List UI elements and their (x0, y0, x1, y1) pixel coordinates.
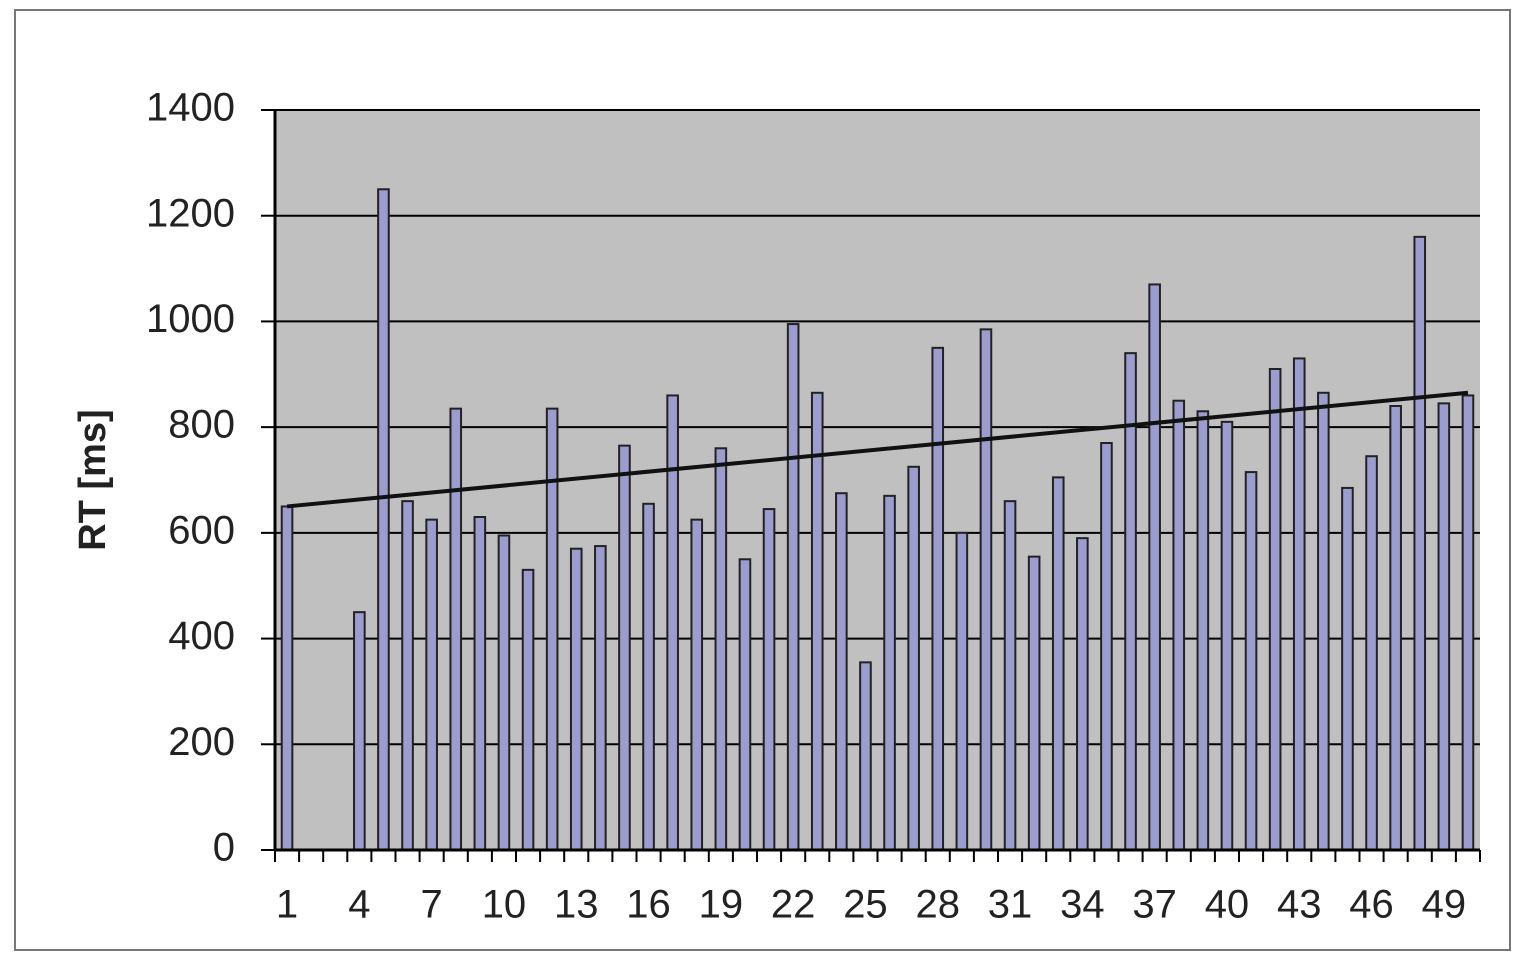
x-tick-label: 25 (843, 883, 888, 927)
bar (1437, 402, 1451, 851)
x-tick-label: 22 (771, 883, 816, 927)
x-tick-label: 4 (348, 883, 370, 927)
bar (690, 518, 704, 852)
bar (353, 611, 366, 852)
x-tick-label: 31 (988, 883, 1033, 927)
bar (883, 494, 896, 851)
x-tick-label: 40 (1205, 883, 1250, 927)
x-tick-label: 19 (699, 883, 744, 927)
bar (1027, 555, 1041, 852)
x-tick-label: 1 (276, 883, 298, 927)
bar (666, 394, 679, 851)
bar (521, 568, 535, 851)
trend-line (286, 390, 1469, 509)
bar (907, 465, 920, 851)
bar (1196, 410, 1210, 851)
bar (425, 518, 438, 852)
bar (1244, 471, 1258, 851)
x-tick-label: 13 (554, 883, 599, 927)
bar (859, 661, 872, 851)
x-tick-label: 16 (626, 883, 671, 927)
y-tick-label: 1400 (146, 86, 235, 130)
bar (1172, 399, 1186, 851)
y-tick-label: 0 (213, 826, 235, 870)
x-tick-label: 28 (916, 883, 961, 927)
y-tick-label: 800 (168, 403, 235, 447)
bar (449, 407, 463, 851)
bar (594, 545, 607, 851)
bar (979, 328, 993, 852)
x-tick-label: 49 (1422, 883, 1467, 927)
bar (401, 500, 414, 851)
bar (1341, 486, 1354, 851)
x-tick-label: 37 (1132, 883, 1177, 927)
bar (1461, 394, 1475, 851)
bar (786, 323, 800, 852)
bar (497, 534, 511, 851)
bar (1268, 368, 1282, 851)
y-tick-label: 400 (168, 614, 235, 658)
y-axis-label: RT [ms] (72, 409, 114, 550)
x-tick-label: 46 (1349, 883, 1394, 927)
bar (931, 346, 945, 851)
bar (545, 407, 559, 851)
bar (1413, 235, 1427, 852)
x-tick-label: 43 (1277, 883, 1322, 927)
bar (1100, 442, 1113, 851)
bar (280, 505, 294, 851)
bar (1317, 391, 1330, 851)
bar (1389, 405, 1402, 851)
bar (1124, 352, 1137, 851)
y-tick-label: 200 (168, 720, 235, 764)
x-tick-label: 7 (421, 883, 443, 927)
bar (642, 502, 655, 851)
bar (738, 558, 752, 851)
bar (835, 492, 848, 851)
bar (1148, 283, 1161, 851)
bar (1292, 357, 1306, 851)
bar (1003, 500, 1017, 851)
bar (1051, 476, 1065, 851)
x-tick-label: 34 (1060, 883, 1105, 927)
bar (810, 391, 824, 851)
bar (762, 508, 776, 851)
bar (618, 444, 631, 851)
bar (1220, 420, 1234, 851)
bar (473, 516, 487, 851)
y-tick-label: 1000 (146, 297, 235, 341)
x-tick-label: 10 (482, 883, 527, 927)
y-tick-label: 600 (168, 508, 235, 552)
bar (714, 447, 728, 851)
bar (569, 547, 583, 851)
bar (955, 531, 969, 851)
y-tick-label: 1200 (146, 191, 235, 235)
bar (377, 188, 390, 852)
bar (1365, 455, 1378, 851)
bar (1076, 537, 1089, 852)
